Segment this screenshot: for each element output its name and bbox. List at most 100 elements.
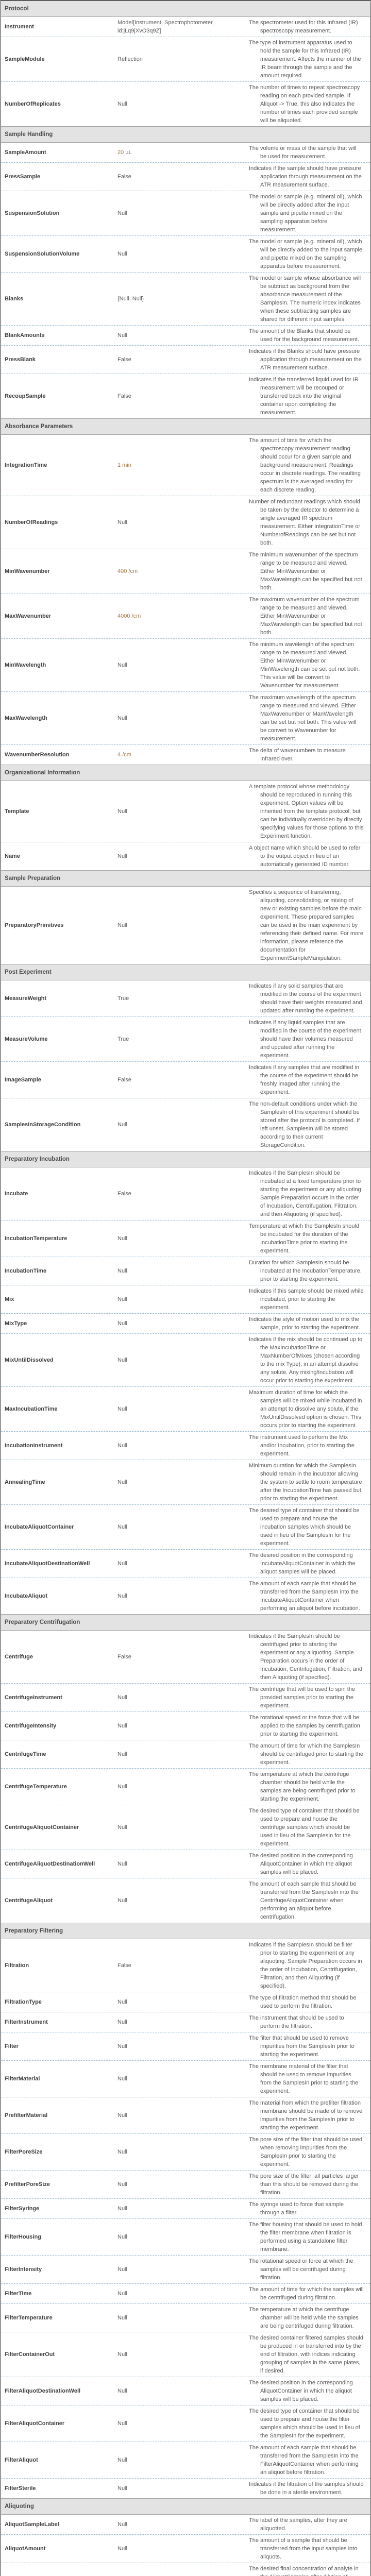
section-header: Post Experiment [1,964,370,980]
option-default-value: {Null, Null} [117,296,144,302]
option-description: The desired container filtered samples s… [249,2335,363,2374]
option-default-value: Null [117,2420,127,2427]
option-name: MaxWavelength [5,715,47,721]
option-default-value: Null [117,2546,127,2552]
option-name: FilterContainerOut [5,2351,55,2358]
table-row: SampleModule Reflection The type of instru… [1,37,370,81]
option-name: Template [5,808,29,815]
table-row: FilterAliquot Null The amount of each samp… [1,2442,370,2478]
option-name: Centrifuge [5,1653,33,1660]
table-row: MixType Null Indicates the style of motion… [1,1313,370,1333]
table-row: FilterTemperature Null The temperature at … [1,2303,370,2332]
option-description: The number of times to repeat spectrosco… [249,84,360,124]
table-row: FilterSyringe Null The syringe used to for… [1,2198,370,2218]
option-description: The desired final concentration of analy… [249,2566,359,2576]
table-row: MaxWavenumber 4000 /cm The maximum wavenum… [1,594,370,638]
option-default-value: Null [117,2181,127,2188]
option-description: The rotational speed or the force that w… [249,1715,360,1737]
table-row: Centrifuge False Indicates if the SamplesI… [1,1631,370,1683]
option-default-value: Null [117,1561,127,1567]
table-row: AliquotSampleLabel Null The label of the s… [1,2515,370,2534]
option-default-value: Null [117,2388,127,2394]
table-row: IncubationTemperature Null Temperature at … [1,1220,370,1257]
option-description: The maximum wavelength of the spectrum r… [249,694,357,742]
option-description: The centrifuge that will be used to spin… [249,1686,356,1709]
option-description: The filter that should be used to remove… [249,2035,355,2058]
section-header: Sample Preparation [1,870,370,887]
option-name: Mix [5,1296,14,1302]
section-body: Incubate False Indicates if the SamplesIn … [1,1167,370,1614]
option-default-value: Null [117,1861,127,1867]
option-name: IncubationTime [5,1267,47,1274]
option-description: The model or sample (e.g. mineral oil), … [249,239,363,269]
option-description: Indicates if the Blanks should have pres… [249,348,362,371]
option-description: The minimum wavelength of the spectrum r… [249,641,360,689]
table-row: Incubate False Indicates if the SamplesIn … [1,1167,370,1220]
option-default-value: Null [117,2351,127,2358]
table-row: AnnealingTime Null Minimum duration for wh… [1,1460,370,1504]
option-name: PrefilterMaterial [5,2112,48,2119]
option-default-value: Null [117,715,127,721]
option-default-value: Null [117,332,127,338]
option-description: The material from which the prefilter fi… [249,2100,363,2131]
table-row: IncubationTime Null Duration for which Sam… [1,1257,370,1285]
option-name: CentrifugeAliquot [5,1897,53,1904]
option-default-value: Null [117,2291,127,2297]
option-name: PreparatoryPrimitives [5,922,64,928]
table-row: CentrifugeAliquot Null The amount of each … [1,1878,370,1923]
table-row: Blanks {Null, Null} The model or sample wh… [1,272,370,325]
option-description: Minimum duration for which the SamplesIn… [249,1463,362,1502]
option-default-value: Null [117,2457,127,2463]
option-name: AnnealingTime [5,1479,45,1485]
section: Aliquoting AliquotSampleLabel Null The labe… [1,2498,370,2576]
section: Sample Preparation PreparatoryPrimitives N… [1,870,370,964]
table-row: MeasureWeight True Indicates if any solid … [1,980,370,1016]
option-default-value: Null [117,1784,127,1790]
option-name: FilterHousing [5,2233,41,2240]
option-default-value: Null [117,1122,127,1128]
option-description: The amount of each sample that should be… [249,1881,359,1920]
option-description: Indicates if this sample should be mixed… [249,1288,364,1311]
option-name: NumberOfReadings [5,519,58,526]
table-row: FilterTime Null The amount of time for whi… [1,2283,370,2303]
option-description: Indicates if the SamplesIn should be fil… [249,1942,362,1989]
option-default-value: Reflection [117,56,143,62]
option-default-value: False [117,1077,131,1083]
option-description: The pore size of the filter; all particl… [249,2173,359,2196]
option-description: The desired type of container that shoul… [249,2408,360,2439]
option-description: The filter housing that should be used t… [249,2222,362,2252]
option-name: Name [5,853,20,859]
option-name: FilterAliquot [5,2456,38,2463]
option-description: The amount of time for which the Samples… [249,1743,363,1766]
table-row: CentrifugeAliquotContainer Null The desire… [1,1805,370,1850]
option-name: Instrument [5,23,34,30]
option-description: The temperature at which the centrifuge … [249,2307,359,2329]
table-row: NumberOfReadings Null Number of redundant … [1,496,370,549]
option-description: Temperature at which the SamplesIn shoul… [249,1223,360,1254]
option-default-value: Null [117,1235,127,1242]
option-name: FilterInstrument [5,2019,48,2025]
section-body: IntegrationTime 1 min The amount of time f… [1,435,370,765]
option-default-value: Null [117,519,127,526]
section-body: AliquotSampleLabel Null The label of the s… [1,2515,370,2576]
option-name: AliquotAmount [5,2545,46,2552]
option-description: The type of filtration method that shoul… [249,1995,357,2009]
option-description: Indicates if the sample should have pres… [249,165,362,188]
section-body: SampleAmount 20 µL The volume or mass of t… [1,143,370,418]
table-row: Instrument Model[Instrument, Spectrophoto… [1,17,370,37]
option-name: Incubate [5,1190,28,1197]
table-row: MaxIncubationTime Null Maximum duration of… [1,1386,370,1431]
section: Sample Handling SampleAmount 20 µL The volu… [1,126,370,418]
option-name: PressBlank [5,356,36,363]
section-body: Filtration False Indicates if the SamplesI… [1,1939,370,2498]
option-default-value: Null [117,2315,127,2321]
table-row: CentrifugeTime Null The amount of time for… [1,1740,370,1768]
option-name: PressSample [5,173,41,180]
option-description: The spectrometer used for this Infrared … [249,20,358,34]
table-row: TargetConcentrationNullThe desired final… [1,2563,370,2576]
option-default-value: Null [117,922,127,928]
table-row: Template Null A template protocol whose me… [1,781,370,842]
table-row: FilterSterile Null Indicates if the filtra… [1,2478,370,2498]
option-default-value: False [117,1962,131,1969]
option-default-value: True [117,995,129,1002]
